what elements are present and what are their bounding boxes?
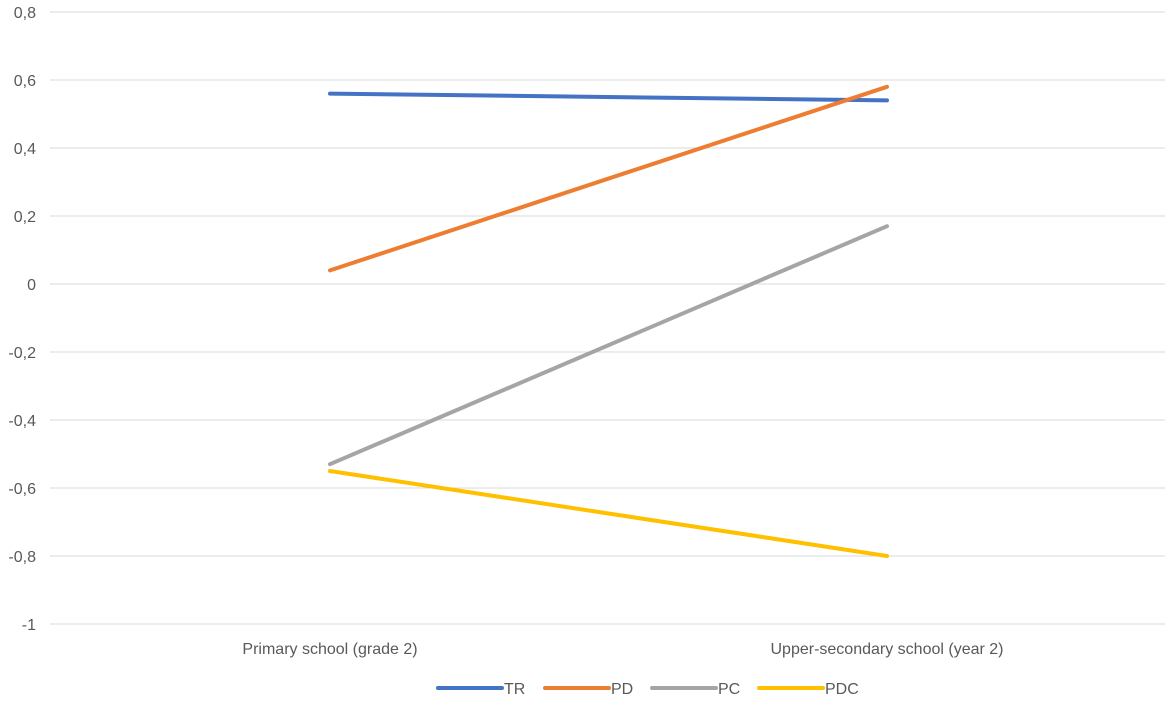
legend-item-pd: PD <box>543 681 633 698</box>
legend-label: PDC <box>825 681 859 698</box>
y-tick-label: 0,8 <box>14 5 36 22</box>
x-category-label: Primary school (grade 2) <box>242 641 417 658</box>
y-tick-label: -0,8 <box>8 549 36 566</box>
legend-item-pc: PC <box>650 681 740 698</box>
y-tick-label: 0,6 <box>14 73 36 90</box>
y-tick-label: -0,2 <box>8 345 36 362</box>
legend-label: TR <box>504 681 525 698</box>
series-lines <box>328 84 889 558</box>
legend-item-pdc: PDC <box>757 681 859 698</box>
x-axis-category-labels: Primary school (grade 2) Upper-secondary … <box>242 641 1003 658</box>
y-tick-label: -1 <box>22 617 36 634</box>
x-category-label: Upper-secondary school (year 2) <box>771 641 1004 658</box>
series-line-pd <box>328 84 889 273</box>
series-line-pdc <box>328 469 889 558</box>
legend-item-tr: TR <box>436 681 525 698</box>
y-tick-label: -0,4 <box>8 413 36 430</box>
y-tick-label: 0 <box>27 277 36 294</box>
legend-label: PC <box>718 681 740 698</box>
series-line-pc <box>328 224 889 467</box>
y-tick-label: 0,2 <box>14 209 36 226</box>
legend-label: PD <box>611 681 633 698</box>
series-line-tr <box>328 91 889 103</box>
gridlines <box>50 11 1165 625</box>
y-tick-label: 0,4 <box>14 141 36 158</box>
y-tick-label: -0,6 <box>8 481 36 498</box>
legend: TR PD PC PDC <box>436 681 859 698</box>
y-axis-tick-labels: 0,8 0,6 0,4 0,2 0 -0,2 -0,4 -0,6 -0,8 -1 <box>8 5 36 634</box>
